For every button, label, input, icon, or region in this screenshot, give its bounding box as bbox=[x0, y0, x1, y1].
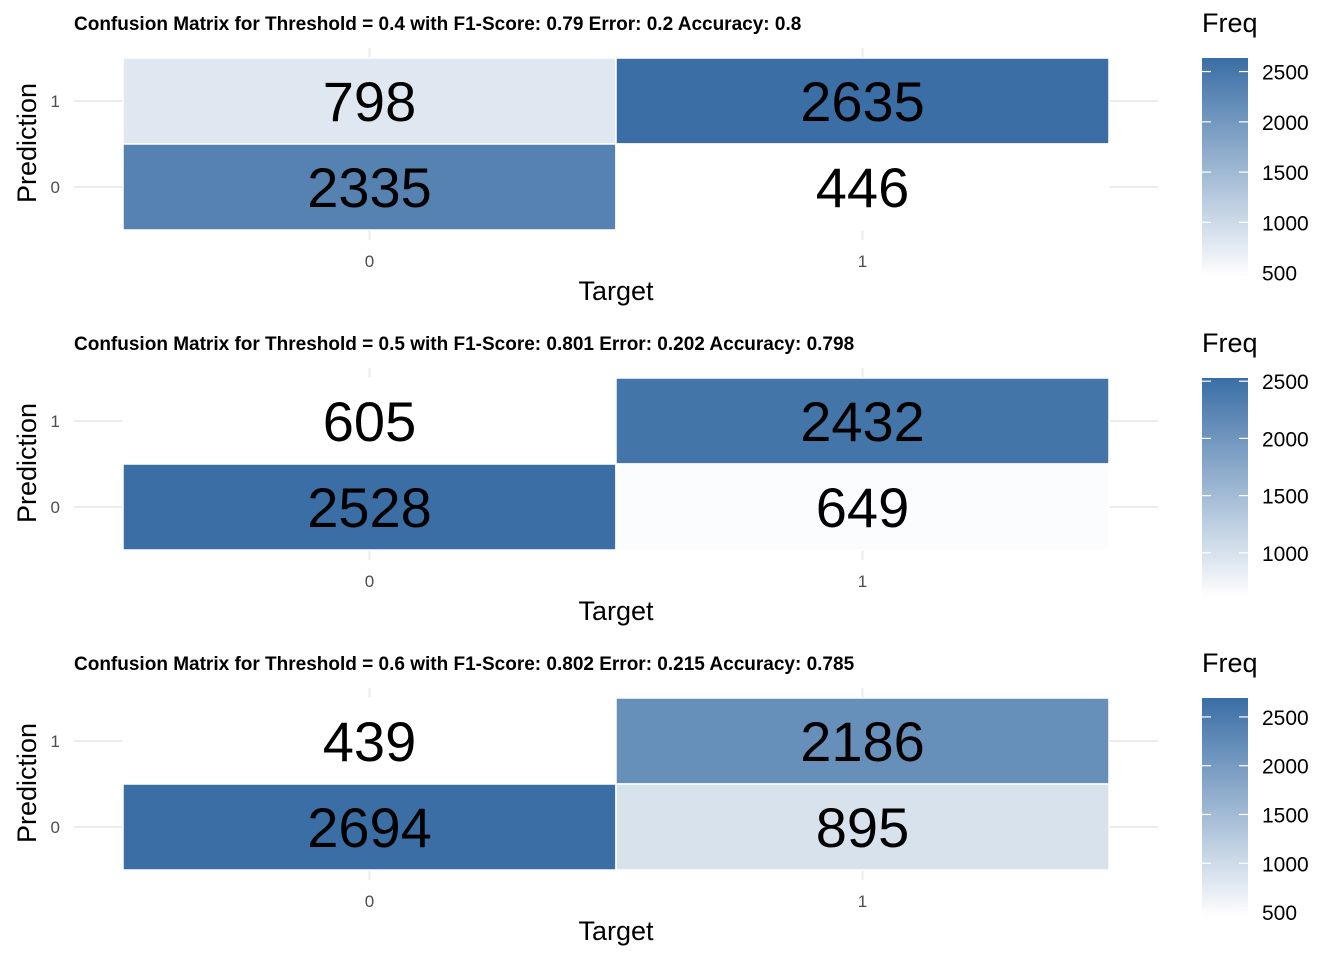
cell-value-label: 2694 bbox=[307, 796, 432, 859]
legend-tick-label: 2500 bbox=[1262, 62, 1309, 85]
x-tick-label: 1 bbox=[858, 572, 867, 591]
cell-value-label: 649 bbox=[816, 476, 909, 539]
cell-value-label: 2528 bbox=[307, 476, 432, 539]
y-tick-label: 1 bbox=[51, 732, 60, 751]
x-axis-title: Target bbox=[578, 276, 654, 306]
legend-tick-label: 1500 bbox=[1262, 486, 1309, 509]
cell-value-label: 2186 bbox=[800, 710, 925, 773]
confusion-matrix-chart: Confusion Matrix for Threshold = 0.5 wit… bbox=[12, 328, 1309, 626]
legend-colorbar bbox=[1202, 698, 1248, 918]
cell-value-label: 605 bbox=[323, 390, 416, 453]
legend-tick-label: 1000 bbox=[1262, 543, 1309, 566]
confusion-matrix-chart: Confusion Matrix for Threshold = 0.6 wit… bbox=[12, 648, 1309, 946]
cell-value-label: 2432 bbox=[800, 390, 925, 453]
legend-tick-label: 1000 bbox=[1262, 853, 1309, 876]
confusion-matrix-chart: Confusion Matrix for Threshold = 0.4 wit… bbox=[12, 8, 1309, 306]
legend-tick-label: 1500 bbox=[1262, 804, 1309, 827]
legend-tick-label: 500 bbox=[1262, 902, 1297, 925]
legend-tick-label: 1500 bbox=[1262, 162, 1309, 185]
legend-tick-label: 2500 bbox=[1262, 707, 1309, 730]
confusion-matrix-panel: Confusion Matrix for Threshold = 0.4 wit… bbox=[0, 0, 1344, 320]
x-tick-label: 0 bbox=[365, 252, 374, 271]
y-tick-label: 0 bbox=[51, 178, 60, 197]
x-tick-label: 0 bbox=[365, 572, 374, 591]
cell-value-label: 895 bbox=[816, 796, 909, 859]
x-tick-label: 1 bbox=[858, 252, 867, 271]
cell-value-label: 446 bbox=[816, 156, 909, 219]
legend-tick-label: 2500 bbox=[1262, 371, 1309, 394]
cell-value-label: 2635 bbox=[800, 70, 925, 133]
confusion-matrix-panel: Confusion Matrix for Threshold = 0.5 wit… bbox=[0, 320, 1344, 640]
heatmap-tile bbox=[122, 463, 617, 551]
legend-colorbar bbox=[1202, 58, 1248, 278]
legend-title: Freq bbox=[1202, 648, 1258, 678]
legend-tick-label: 500 bbox=[1262, 263, 1297, 286]
x-tick-label: 0 bbox=[365, 892, 374, 911]
legend-title: Freq bbox=[1202, 328, 1258, 358]
heatmap-tile bbox=[615, 143, 1110, 231]
chart-title: Confusion Matrix for Threshold = 0.5 wit… bbox=[74, 334, 854, 355]
heatmap-tile bbox=[122, 143, 617, 231]
legend-colorbar bbox=[1202, 378, 1248, 598]
x-tick-label: 1 bbox=[858, 892, 867, 911]
legend-tick-label: 2000 bbox=[1262, 756, 1309, 779]
cell-value-label: 2335 bbox=[307, 156, 432, 219]
legend-tick-label: 1000 bbox=[1262, 212, 1309, 235]
y-tick-label: 0 bbox=[51, 818, 60, 837]
y-axis-title: Prediction bbox=[12, 83, 42, 203]
x-axis-title: Target bbox=[578, 916, 654, 946]
heatmap-tile bbox=[615, 783, 1110, 871]
chart-title: Confusion Matrix for Threshold = 0.4 wit… bbox=[74, 14, 801, 35]
chart-title: Confusion Matrix for Threshold = 0.6 wit… bbox=[74, 654, 855, 675]
y-tick-label: 1 bbox=[51, 92, 60, 111]
heatmap-tile bbox=[615, 377, 1110, 465]
x-axis-title: Target bbox=[578, 596, 654, 626]
heatmap-tile bbox=[122, 57, 617, 145]
legend-title: Freq bbox=[1202, 8, 1258, 38]
legend-tick-label: 2000 bbox=[1262, 112, 1309, 135]
y-tick-label: 0 bbox=[51, 498, 60, 517]
y-axis-title: Prediction bbox=[12, 403, 42, 523]
confusion-matrix-panel: Confusion Matrix for Threshold = 0.6 wit… bbox=[0, 640, 1344, 960]
cell-value-label: 798 bbox=[323, 70, 416, 133]
y-axis-title: Prediction bbox=[12, 723, 42, 843]
heatmap-tile bbox=[615, 463, 1110, 551]
y-tick-label: 1 bbox=[51, 412, 60, 431]
heatmap-tile bbox=[615, 697, 1110, 785]
cell-value-label: 439 bbox=[323, 710, 416, 773]
legend-tick-label: 2000 bbox=[1262, 428, 1309, 451]
